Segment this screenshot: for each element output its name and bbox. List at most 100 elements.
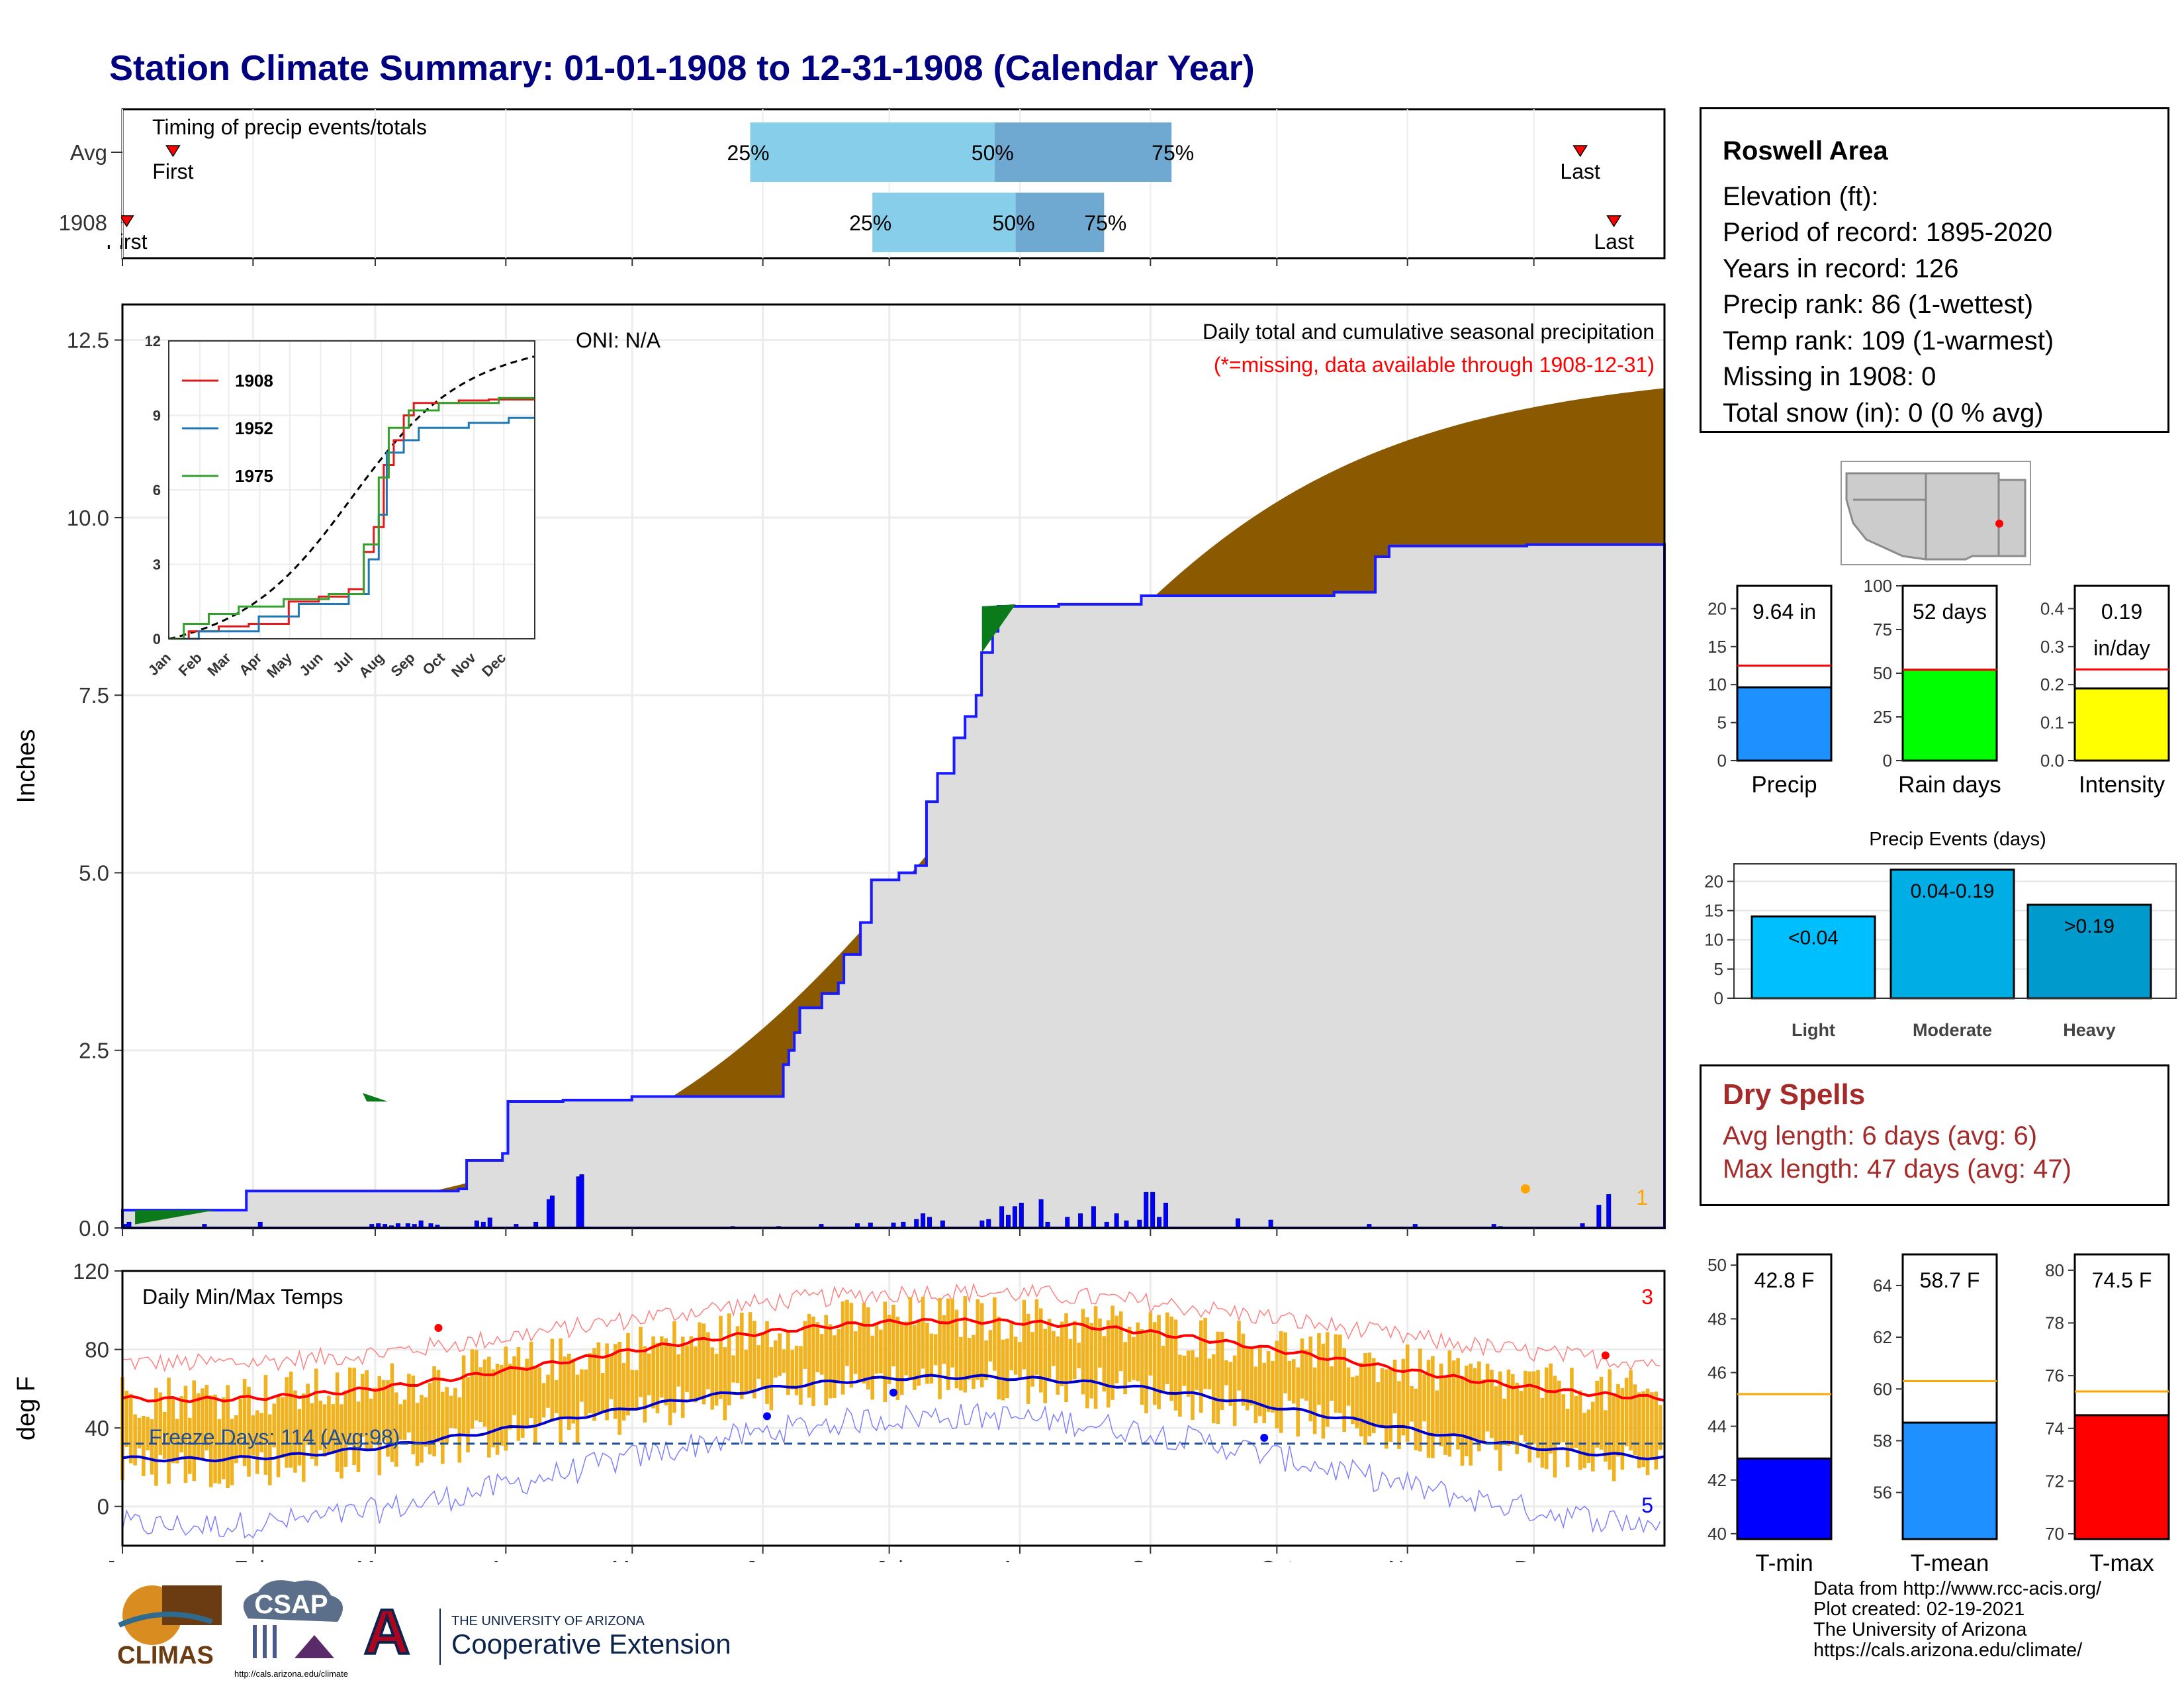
daily-temp-bar	[407, 1374, 411, 1432]
daily-temp-bar	[1376, 1382, 1380, 1425]
timing-p25-label: 25%	[727, 141, 770, 165]
daily-temp-bar	[1363, 1352, 1367, 1445]
daily-temp-bar	[516, 1347, 521, 1441]
daily-temp-bar	[866, 1307, 870, 1389]
daily-precip-bar	[1606, 1194, 1612, 1229]
mini-bar-tick-label: 15	[1707, 637, 1727, 657]
daily-temp-bar	[1228, 1362, 1233, 1406]
events-tick-label: 0	[1714, 988, 1723, 1008]
daily-temp-bar	[1178, 1354, 1182, 1417]
daily-temp-bar	[883, 1301, 887, 1403]
inset-y-tick-label: 3	[153, 557, 161, 573]
timing-p25-label: 25%	[849, 211, 891, 235]
daily-temp-bar	[1527, 1371, 1532, 1463]
daily-temp-bar	[247, 1386, 251, 1477]
daily-temp-bar	[1317, 1333, 1321, 1405]
daily-precip-bar	[1065, 1217, 1070, 1229]
daily-temp-bar	[778, 1333, 782, 1376]
daily-temp-bar	[343, 1390, 348, 1467]
daily-precip-bar	[1137, 1219, 1142, 1229]
daily-precip-bar	[1150, 1192, 1156, 1229]
daily-temp-bar	[740, 1312, 744, 1399]
page-title: Station Climate Summary: 01-01-1908 to 1…	[109, 48, 1255, 88]
daily-temp-bar	[470, 1349, 475, 1429]
daily-temp-bar	[1241, 1333, 1246, 1406]
daily-temp-bar	[575, 1374, 580, 1443]
daily-temp-bar	[1064, 1313, 1068, 1403]
daily-temp-bar	[1536, 1370, 1540, 1458]
mini-bar-tick-label: 80	[2045, 1260, 2064, 1280]
daily-temp-bar	[879, 1329, 883, 1374]
daily-temp-bar	[849, 1303, 854, 1388]
timing-label: Timing of precip events/totals	[152, 115, 427, 139]
x-tick-label: Dec	[1514, 1556, 1553, 1562]
x-tick-label: Apr	[489, 1556, 523, 1562]
daily-temp-bar	[824, 1315, 828, 1405]
inset-legend-label: 1908	[235, 371, 273, 391]
record-marker	[1260, 1433, 1269, 1442]
daily-temp-bar	[710, 1347, 715, 1410]
daily-temp-bar	[1034, 1299, 1039, 1375]
mini-bar-name: Precip	[1751, 772, 1817, 798]
daily-temp-bar	[1641, 1391, 1645, 1468]
info-line: Precip rank: 86 (1-wettest)	[1723, 290, 2034, 319]
daily-temp-bar	[322, 1404, 327, 1457]
daily-temp-bar	[1039, 1308, 1043, 1393]
daily-temp-bar	[188, 1417, 192, 1474]
daily-temp-bar	[356, 1401, 361, 1472]
daily-precip-bar	[1114, 1213, 1119, 1229]
daily-temp-bar	[369, 1398, 373, 1449]
daily-temp-bar	[702, 1323, 706, 1405]
daily-temp-bar	[1531, 1371, 1536, 1444]
daily-temp-bar	[1300, 1338, 1304, 1399]
daily-temp-bar	[997, 1317, 1001, 1399]
daily-temp-bar	[714, 1354, 719, 1406]
ua-line1: THE UNIVERSITY OF ARIZONA	[451, 1614, 645, 1628]
daily-temp-bar	[221, 1397, 226, 1479]
svg-text:A: A	[364, 1602, 410, 1667]
daily-temp-bar	[1464, 1366, 1469, 1456]
daily-temp-bar	[1599, 1376, 1604, 1450]
daily-precip-bar	[999, 1206, 1005, 1229]
daily-precip-bar	[940, 1220, 945, 1229]
above-average-patch	[981, 604, 1016, 653]
mini-bar-tick-label: 44	[1707, 1417, 1727, 1436]
daily-temp-bar	[1460, 1376, 1465, 1466]
daily-temp-bar	[1250, 1346, 1253, 1406]
daily-temp-bar	[529, 1342, 533, 1419]
station-name: Roswell Area	[1723, 136, 1888, 165]
events-tick-label: 20	[1704, 871, 1723, 891]
daily-temp-bar	[411, 1376, 416, 1454]
daily-temp-bar	[600, 1373, 605, 1413]
precip-summary-bars: 0 5 10 15 20 9.64 in Precip 0 25 50 75 100 52 days Ra…	[1707, 576, 2170, 798]
timing-p50-label: 50%	[993, 211, 1035, 235]
x-tick-label: May	[612, 1556, 653, 1562]
daily-temp-bar	[1312, 1367, 1317, 1434]
daily-precip-bar	[921, 1213, 926, 1229]
record-high-count: 3	[1641, 1285, 1653, 1309]
csap-logo: CSAP http://cals.arizona.edu/climate	[234, 1580, 348, 1679]
daily-temp-bar	[1173, 1319, 1178, 1411]
daily-temp-bar	[150, 1419, 154, 1475]
daily-temp-bar	[655, 1342, 660, 1413]
daily-temp-bar	[289, 1372, 293, 1468]
daily-temp-bar	[1018, 1342, 1022, 1378]
daily-temp-bar	[1195, 1357, 1199, 1390]
daily-temp-bar	[1296, 1367, 1300, 1437]
daily-temp-bar	[234, 1415, 238, 1464]
daily-temp-bar	[1401, 1358, 1406, 1436]
daily-temp-bar	[554, 1380, 559, 1413]
x-tick-label: Feb	[234, 1556, 272, 1562]
daily-temp-bar	[634, 1370, 639, 1411]
daily-temp-bar	[950, 1298, 954, 1368]
daily-temp-bar	[1426, 1360, 1431, 1458]
info-line: Total snow (in): 0 (0 % avg)	[1723, 398, 2044, 428]
y-tick-label: 0	[97, 1495, 109, 1519]
daily-temp-bar	[331, 1404, 336, 1453]
daily-temp-bar	[1182, 1355, 1187, 1386]
daily-temp-bar	[605, 1343, 609, 1421]
info-line: Missing in 1908: 0	[1723, 362, 1936, 391]
daily-temp-bar	[1469, 1363, 1473, 1466]
daily-temp-bar	[1616, 1383, 1620, 1457]
daily-temp-bar	[1435, 1390, 1439, 1436]
